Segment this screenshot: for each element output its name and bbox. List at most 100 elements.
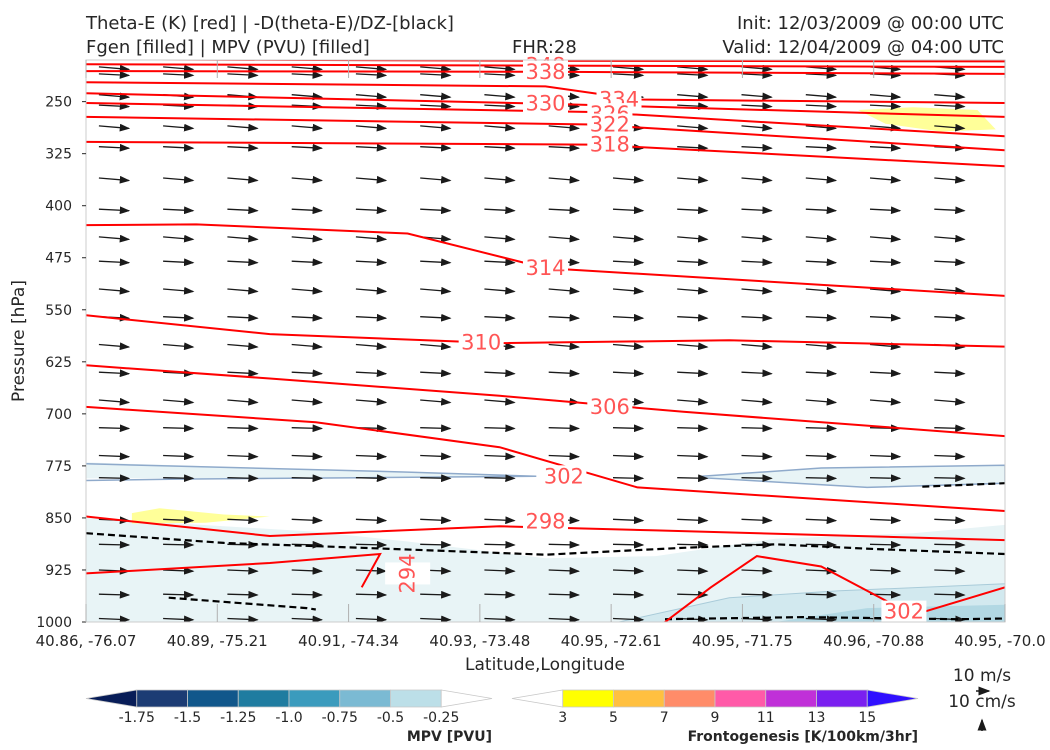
y-tick-label: 400 <box>45 199 72 215</box>
stability-contour <box>922 482 1005 488</box>
wind-vector <box>677 258 709 267</box>
fgen-weak-region-east <box>858 107 996 132</box>
wind-vector <box>227 615 259 622</box>
wind-vector <box>227 258 259 267</box>
wind-vector <box>677 540 709 549</box>
wind-vector <box>934 590 966 599</box>
fgen-colorbar-segment <box>613 689 665 708</box>
wind-vector <box>163 234 195 243</box>
wind-vector <box>741 206 773 215</box>
stability-contour <box>86 532 1005 556</box>
wind-vector <box>291 397 323 406</box>
contour-label-background <box>587 133 633 156</box>
wind-vector <box>869 234 902 243</box>
wind-vector <box>163 590 195 599</box>
wind-vector <box>163 566 195 575</box>
wind-vector <box>98 64 131 73</box>
contour-label-background <box>523 92 568 115</box>
wind-vector <box>869 92 902 101</box>
wind-vector <box>805 123 838 132</box>
x-tick-label: 40.91, -74.34 <box>298 632 399 650</box>
wind-vector <box>869 313 902 322</box>
contour-label: 298 <box>525 509 565 533</box>
wind-vector <box>98 540 131 549</box>
wind-vector <box>612 566 645 575</box>
contour-label-background <box>523 60 568 83</box>
wind-vector <box>484 590 516 599</box>
wind-vector <box>420 313 452 322</box>
wind-vector <box>869 474 902 483</box>
contour-label-background <box>587 395 633 418</box>
wind-vector <box>805 369 838 378</box>
wind-vector <box>484 175 516 184</box>
fgen-colorbar-segment <box>714 689 767 708</box>
wind-vector <box>869 175 902 184</box>
wind-vector <box>420 206 452 215</box>
contour-label-background <box>881 600 927 623</box>
wind-vector <box>612 175 645 184</box>
wind-vector <box>355 286 388 295</box>
wind-vector <box>420 474 452 483</box>
wind-vector <box>741 424 773 433</box>
init-time-label: Init: 12/03/2009 @ 00:00 UTC <box>736 13 1004 34</box>
wind-vector <box>291 92 323 101</box>
fgen-colorbar-segment <box>663 689 716 708</box>
contour-label-background <box>587 113 633 136</box>
y-tick-label: 775 <box>45 459 72 475</box>
wind-vector <box>420 615 452 622</box>
wind-vector <box>98 258 131 267</box>
wind-vector <box>677 286 709 295</box>
x-tick-label: 40.95, -72.61 <box>561 632 662 650</box>
wind-vector <box>612 540 645 549</box>
wind-vector <box>355 313 388 322</box>
wind-vector <box>420 286 452 295</box>
wind-vector <box>227 143 259 152</box>
wind-vector <box>98 615 131 622</box>
wind-vector <box>291 590 323 599</box>
wind-vector <box>741 175 773 184</box>
wind-vector <box>741 474 773 483</box>
wind-vector <box>163 474 195 483</box>
wind-vector <box>612 206 645 215</box>
wind-vector <box>612 286 645 295</box>
wind-vector <box>934 286 966 295</box>
wind-vector <box>869 516 902 525</box>
wind-vector <box>612 313 645 322</box>
contour-label: 338 <box>525 60 565 84</box>
wind-vector <box>677 424 709 433</box>
wind-vector <box>420 64 452 73</box>
wind-vector <box>805 516 838 525</box>
wind-vector <box>805 540 838 549</box>
filled-fields-layer <box>86 107 1005 622</box>
y-tick-label: 250 <box>45 95 72 111</box>
wind-vector <box>484 313 516 322</box>
x-tick-label: 40.96, -70.88 <box>823 632 924 650</box>
wind-vector <box>805 143 838 152</box>
wind-vector <box>741 258 773 267</box>
fgen-colorbar-segment <box>511 689 564 708</box>
wind-vector <box>227 313 259 322</box>
wind-vector <box>869 566 902 575</box>
wind-vector <box>291 143 323 152</box>
y-axis-label: Pressure [hPa] <box>9 280 29 402</box>
mpv-colorbar-tick-label: -1.5 <box>174 710 201 726</box>
wind-vector <box>355 64 388 73</box>
stability-contour <box>168 596 316 611</box>
wind-vector <box>227 452 259 461</box>
wind-vector <box>163 397 195 406</box>
wind-vector <box>227 474 259 483</box>
mpv-colorbar-segment <box>390 689 442 708</box>
wind-vector <box>227 206 259 215</box>
wind-vector <box>805 286 838 295</box>
wind-vector <box>355 540 388 549</box>
wind-vector <box>163 342 195 351</box>
wind-vector <box>677 143 709 152</box>
wind-vector <box>227 424 259 433</box>
contour-label-background <box>523 510 568 533</box>
wind-vector <box>355 452 388 461</box>
wind-vector <box>163 143 195 152</box>
fgen-colorbar-tick-label: 11 <box>757 710 775 726</box>
wind-vector <box>869 206 902 215</box>
wind-vector <box>548 234 580 243</box>
wind-vector <box>612 424 645 433</box>
